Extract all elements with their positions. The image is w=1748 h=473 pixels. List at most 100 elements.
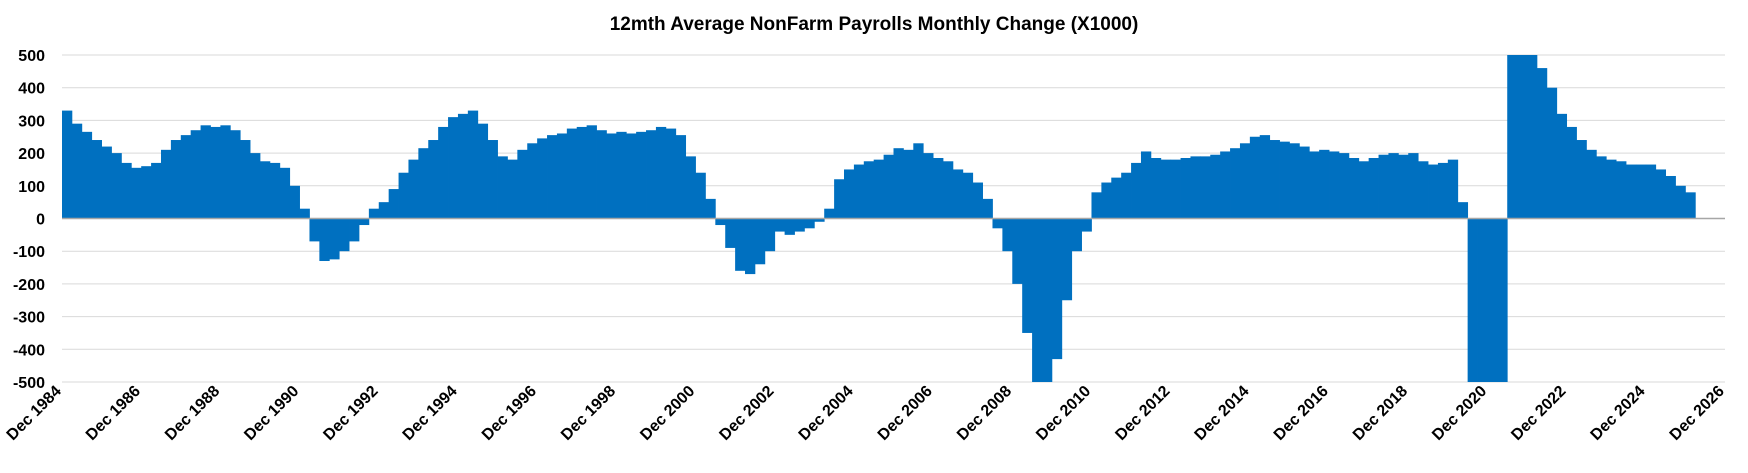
bar: [339, 218, 350, 252]
bar: [566, 128, 578, 219]
bar: [1437, 162, 1449, 219]
bar: [1497, 218, 1508, 382]
x-tick-label: Dec 1986: [83, 383, 144, 444]
bar: [1140, 151, 1152, 219]
y-tick-labels: 500 400 300 200 100 0 -100 -200 -300 -400 -500: [13, 48, 45, 392]
bar: [141, 166, 152, 219]
bar: [952, 169, 964, 219]
bar: [81, 131, 93, 219]
bar: [1517, 55, 1528, 219]
bar: [269, 162, 281, 219]
bar: [1665, 175, 1676, 219]
y-tick-label: 100: [18, 179, 45, 196]
bar: [745, 218, 756, 275]
bar: [1566, 126, 1577, 219]
x-tick-label: Dec 2000: [637, 383, 698, 444]
bar: [814, 218, 825, 222]
bar: [398, 172, 409, 219]
chart-title: 12mth Average NonFarm Payrolls Monthly C…: [610, 14, 1139, 35]
bar: [1210, 154, 1221, 219]
bar: [1546, 87, 1558, 219]
x-tick-label: Dec 2022: [1508, 383, 1569, 444]
bar: [1190, 156, 1201, 219]
bar: [388, 189, 399, 219]
bar: [457, 113, 469, 219]
bar: [606, 133, 617, 219]
bar: [190, 130, 201, 219]
bar: [240, 140, 251, 219]
bar: [438, 126, 449, 219]
bar: [1239, 143, 1251, 219]
bar: [596, 130, 607, 219]
bar: [705, 198, 716, 219]
bar: [586, 125, 597, 219]
bar: [893, 148, 904, 219]
bar: [1536, 68, 1548, 219]
x-tick-label: Dec 1996: [479, 383, 540, 444]
bar: [1259, 135, 1271, 219]
bar: [230, 130, 241, 219]
y-tick-label: -100: [13, 244, 45, 261]
bar: [1507, 55, 1518, 219]
bar: [576, 126, 588, 219]
bar: [1081, 218, 1092, 232]
bar: [655, 126, 667, 219]
bar: [1230, 148, 1241, 219]
bar: [299, 208, 310, 219]
bar: [853, 164, 865, 219]
bar: [1447, 159, 1459, 219]
bar: [1675, 185, 1686, 219]
bar: [121, 162, 132, 219]
bar: [1200, 156, 1211, 219]
bar: [725, 218, 736, 248]
bar: [824, 208, 835, 219]
bar: [1358, 161, 1370, 219]
x-tick-label: Dec 2020: [1429, 383, 1490, 444]
y-tick-label: -500: [13, 375, 45, 392]
bar: [507, 159, 518, 219]
bar: [62, 110, 73, 219]
bar: [1131, 162, 1142, 219]
bar: [160, 149, 172, 219]
bar: [1527, 55, 1538, 219]
bar: [487, 140, 498, 219]
bar: [1586, 149, 1597, 219]
bar: [1071, 218, 1082, 252]
y-tick-label: 200: [18, 146, 45, 163]
bar: [309, 218, 320, 242]
bar: [1645, 164, 1657, 219]
y-tick-label: 400: [18, 81, 45, 98]
bar: [1002, 218, 1013, 252]
bar: [1467, 218, 1478, 382]
bar: [537, 138, 548, 219]
y-tick-label: -300: [13, 310, 45, 327]
bar: [1398, 154, 1409, 219]
bar: [547, 135, 558, 219]
bar: [1487, 218, 1498, 382]
bar: [1051, 218, 1063, 360]
bar: [962, 172, 974, 219]
bar: [467, 110, 479, 219]
bar: [665, 128, 677, 219]
bar: [636, 131, 647, 219]
bar: [834, 179, 845, 219]
bar: [794, 218, 805, 232]
bar: [863, 161, 875, 219]
bar: [1408, 153, 1419, 219]
bar: [200, 125, 211, 219]
bar: [1418, 161, 1429, 219]
bar: [1041, 218, 1053, 382]
y-tick-label: 500: [18, 48, 45, 65]
bar: [844, 169, 855, 219]
bar: [477, 123, 489, 219]
bar: [1012, 218, 1023, 284]
bar: [1111, 177, 1122, 219]
bar: [349, 218, 360, 242]
bar: [368, 208, 380, 219]
bar: [1606, 159, 1617, 219]
bar: [91, 140, 102, 219]
bar: [131, 167, 142, 219]
y-tick-label: -400: [13, 342, 45, 359]
bar: [1388, 153, 1399, 219]
